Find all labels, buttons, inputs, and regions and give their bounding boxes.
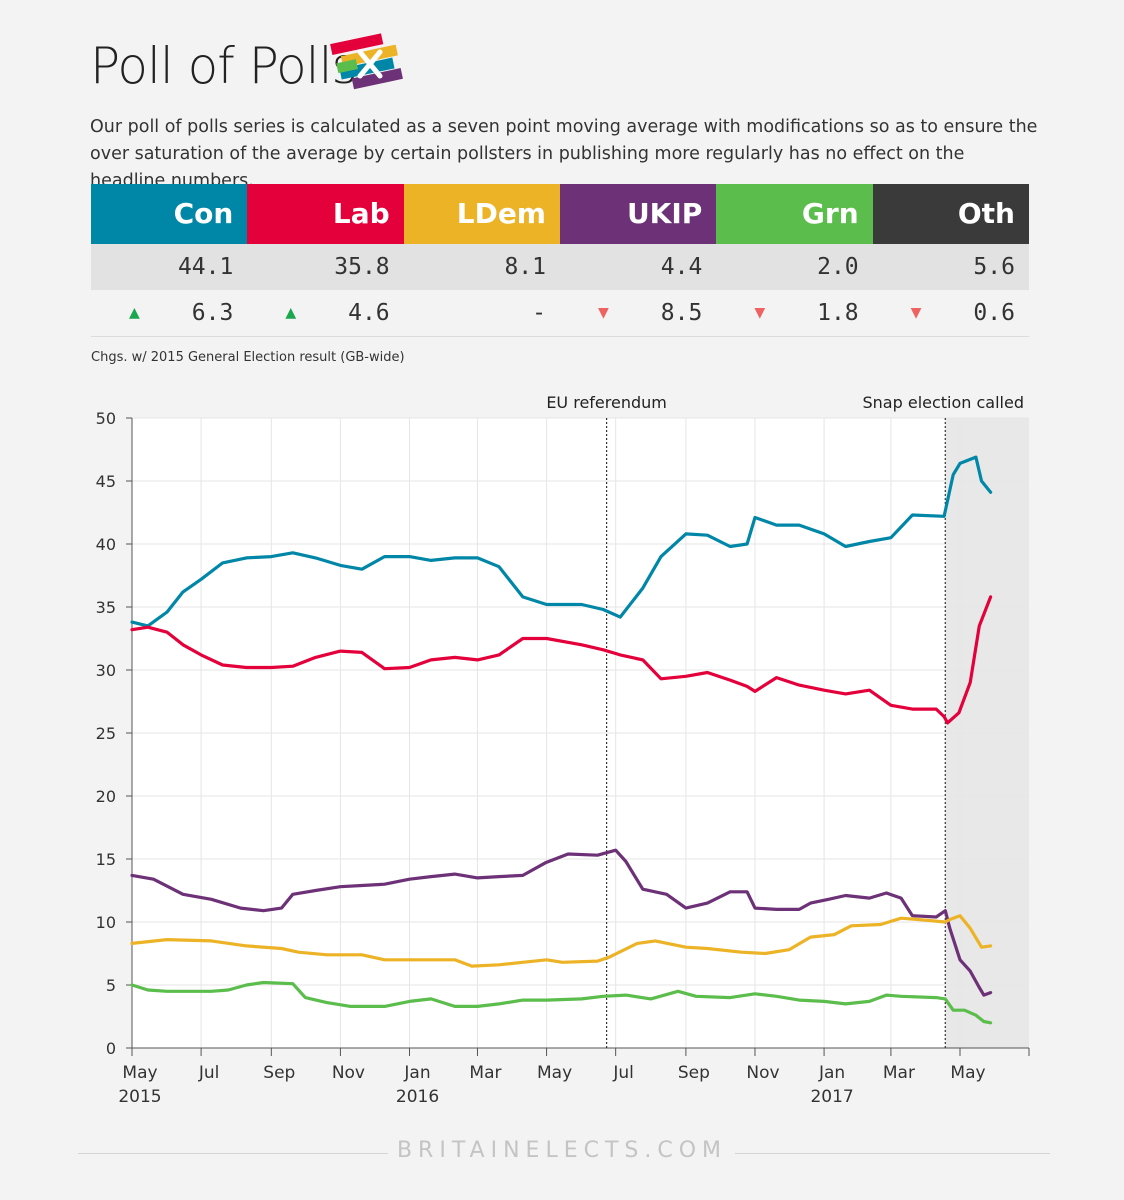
party-value-row: 44.1 35.8 8.1 4.4 2.0 5.6 <box>91 244 1029 290</box>
britain-elects-logo-icon <box>330 33 403 90</box>
x-tick-label: Mar <box>883 1063 915 1083</box>
x-tick-label: Nov <box>332 1063 365 1083</box>
x-tick-label: Jan <box>403 1063 430 1083</box>
value-ldem: 8.1 <box>504 254 546 280</box>
change-arrow-icon: ▲ <box>285 302 297 323</box>
party-header-con: Con <box>91 184 248 244</box>
footer-brand: BRITAINELECTS.COM <box>396 1138 728 1163</box>
value-lab: 35.8 <box>334 254 390 280</box>
x-tick-label: Jul <box>198 1063 220 1083</box>
x-tick-label: May <box>950 1063 985 1083</box>
change-oth: ▼ 0.6 <box>873 290 1029 336</box>
change-arrow-icon: ▼ <box>754 302 766 323</box>
x-tick-label: Sep <box>678 1063 710 1083</box>
y-tick-label: 15 <box>96 850 116 869</box>
change-arrow-icon: ▼ <box>597 302 609 323</box>
y-tick-label: 40 <box>96 535 116 554</box>
party-header-oth: Oth <box>872 184 1029 244</box>
party-header-grn: Grn <box>716 184 873 244</box>
x-tick-label: Jan <box>818 1063 845 1083</box>
party-change-row: ▲ 6.3 ▲ 4.6 - ▼ 8.5 ▼ 1.8 ▼ 0.6 <box>91 290 1029 337</box>
y-tick-label: 45 <box>96 472 116 491</box>
y-tick-label: 0 <box>106 1039 116 1058</box>
party-header-ukip: UKIP <box>559 184 717 244</box>
series-line-grn <box>130 980 993 1025</box>
poll-chart: 0 5 10 15 20 25 30 35 40 45 50 May 2015 Jul Sep Nov Jan 2… <box>96 393 1030 1107</box>
y-tick-label: 30 <box>96 661 116 680</box>
x-tick-label: Nov <box>746 1063 779 1083</box>
party-header-lab: Lab <box>247 184 404 244</box>
change-arrow-icon: ▼ <box>910 302 922 323</box>
description: Our poll of polls series is calculated a… <box>90 117 1038 191</box>
change-lab: ▲ 4.6 <box>247 290 403 336</box>
x-tick-label: Jul <box>612 1063 634 1083</box>
party-header-ldem: LDem <box>403 184 560 244</box>
x-tick-label: May <box>122 1063 157 1083</box>
y-tick-label: 35 <box>96 598 116 617</box>
value-oth: 5.6 <box>973 254 1015 280</box>
value-ukip: 4.4 <box>660 254 703 280</box>
x-year-label: 2015 <box>118 1087 161 1107</box>
change-arrow-icon: ▲ <box>129 302 140 323</box>
y-tick-label: 10 <box>96 913 116 932</box>
y-tick-label: 20 <box>96 787 116 806</box>
series-line-ukip <box>130 848 993 997</box>
x-year-label: 2016 <box>396 1087 439 1107</box>
series-line-con <box>130 455 993 628</box>
y-tick-label: 50 <box>96 409 116 428</box>
x-tick-label: May <box>537 1063 572 1083</box>
x-year-label: 2017 <box>810 1087 853 1107</box>
series-line-ldem <box>130 914 993 968</box>
y-tick-label: 5 <box>106 976 116 995</box>
y-tick-label: 25 <box>96 724 116 743</box>
footer-divider-left <box>78 1153 388 1154</box>
value-con: 44.1 <box>177 254 234 280</box>
footer-divider-right <box>735 1153 1050 1154</box>
x-tick-label: Sep <box>263 1063 295 1083</box>
annotation-label: EU referendum <box>546 393 667 412</box>
value-grn: 2.0 <box>817 254 859 280</box>
change-con: ▲ 6.3 <box>91 290 247 336</box>
change-note: Chgs. w/ 2015 General Election result (G… <box>91 350 405 365</box>
change-grn: ▼ 1.8 <box>716 290 872 336</box>
x-tick-label: Mar <box>469 1063 501 1083</box>
page-title: Poll of Polls <box>90 37 358 95</box>
party-header-row: Con Lab LDem UKIP Grn Oth <box>91 184 1029 244</box>
annotation-label: Snap election called <box>863 393 1025 412</box>
change-ukip: ▼ 8.5 <box>560 290 716 336</box>
change-ldem: - <box>532 300 546 326</box>
series-line-lab <box>130 595 993 725</box>
headline-table: Con Lab LDem UKIP Grn Oth 44.1 35.8 8.1 … <box>91 184 1029 337</box>
